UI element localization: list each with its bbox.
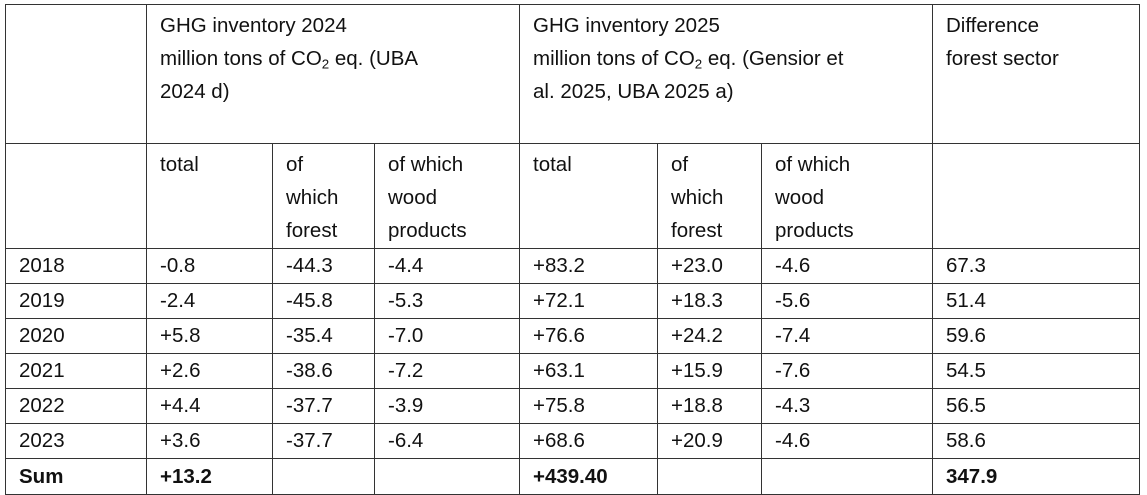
- wood-2024-cell: -5.3: [374, 283, 520, 319]
- sum-label: Sum: [5, 458, 147, 495]
- total-2025-cell: +83.2: [519, 248, 658, 284]
- header-difference-line1: Difference: [946, 14, 1040, 37]
- header-difference-line2: forest sector: [946, 47, 1059, 70]
- subheader-total-2025: total: [519, 143, 658, 249]
- wood-2024-cell: -6.4: [374, 423, 520, 459]
- header-row: GHG inventory 2024 million tons of CO2 e…: [5, 4, 1140, 144]
- header-inventory-2025: GHG inventory 2025 million tons of CO2 e…: [519, 4, 933, 144]
- forest-2025-cell: +24.2: [657, 318, 762, 354]
- forest-2024-cell: -45.8: [272, 283, 375, 319]
- sum-difference: 347.9: [932, 458, 1140, 495]
- wood-2024-cell: -7.0: [374, 318, 520, 354]
- sum-empty-cell: [657, 458, 762, 495]
- forest-2025-cell: +18.3: [657, 283, 762, 319]
- table-row: 2019 -2.4 -45.8 -5.3 +72.1 +18.3 -5.6 51…: [5, 283, 1140, 319]
- year-cell: 2021: [5, 353, 147, 389]
- forest-2025-cell: +15.9: [657, 353, 762, 389]
- total-2024-cell: -0.8: [146, 248, 273, 284]
- forest-2025-cell: +23.0: [657, 248, 762, 284]
- total-2024-cell: +5.8: [146, 318, 273, 354]
- header-2025-line3: al. 2025, UBA 2025 a): [533, 80, 734, 103]
- forest-2024-cell: -37.7: [272, 388, 375, 424]
- forest-2025-cell: +20.9: [657, 423, 762, 459]
- wood-2025-cell: -4.6: [761, 248, 933, 284]
- total-2025-cell: +63.1: [519, 353, 658, 389]
- wood-2024-cell: -3.9: [374, 388, 520, 424]
- subheader-empty-year: [5, 143, 147, 249]
- subheader-wood-2025: of which wood products: [761, 143, 933, 249]
- total-2025-cell: +68.6: [519, 423, 658, 459]
- forest-2024-cell: -44.3: [272, 248, 375, 284]
- subheader-wood-2024: of which wood products: [374, 143, 520, 249]
- subheader-forest-2025: of which forest: [657, 143, 762, 249]
- corner-cell: [5, 4, 147, 144]
- sum-total-2025: +439.40: [519, 458, 658, 495]
- sum-total-2024: +13.2: [146, 458, 273, 495]
- total-2024-cell: +4.4: [146, 388, 273, 424]
- total-2024-cell: +2.6: [146, 353, 273, 389]
- sum-empty-cell: [272, 458, 375, 495]
- wood-2025-cell: -7.4: [761, 318, 933, 354]
- header-2024-line1: GHG inventory 2024: [160, 14, 347, 37]
- sum-empty-cell: [761, 458, 933, 495]
- wood-2025-cell: -7.6: [761, 353, 933, 389]
- difference-cell: 56.5: [932, 388, 1140, 424]
- year-cell: 2018: [5, 248, 147, 284]
- difference-cell: 58.6: [932, 423, 1140, 459]
- table-row: 2023 +3.6 -37.7 -6.4 +68.6 +20.9 -4.6 58…: [5, 423, 1140, 459]
- forest-2024-cell: -37.7: [272, 423, 375, 459]
- ghg-inventory-table: GHG inventory 2024 million tons of CO2 e…: [5, 4, 1140, 495]
- total-2025-cell: +75.8: [519, 388, 658, 424]
- header-2024-line2: million tons of CO2 eq. (UBA: [160, 47, 419, 72]
- total-2025-cell: +76.6: [519, 318, 658, 354]
- table-row: 2022 +4.4 -37.7 -3.9 +75.8 +18.8 -4.3 56…: [5, 388, 1140, 424]
- header-difference: Difference forest sector: [932, 4, 1140, 144]
- wood-2024-cell: -7.2: [374, 353, 520, 389]
- table-row: 2018 -0.8 -44.3 -4.4 +83.2 +23.0 -4.6 67…: [5, 248, 1140, 284]
- difference-cell: 51.4: [932, 283, 1140, 319]
- wood-2025-cell: -5.6: [761, 283, 933, 319]
- year-cell: 2019: [5, 283, 147, 319]
- year-cell: 2020: [5, 318, 147, 354]
- header-2024-line3: 2024 d): [160, 80, 230, 103]
- table-row: 2020 +5.8 -35.4 -7.0 +76.6 +24.2 -7.4 59…: [5, 318, 1140, 354]
- subheader-forest-2024: of which forest: [272, 143, 375, 249]
- header-2025-line2: million tons of CO2 eq. (Gensior et: [533, 47, 844, 72]
- header-inventory-2024: GHG inventory 2024 million tons of CO2 e…: [146, 4, 520, 144]
- subheader-total-2024: total: [146, 143, 273, 249]
- table-row: 2021 +2.6 -38.6 -7.2 +63.1 +15.9 -7.6 54…: [5, 353, 1140, 389]
- header-2025-line1: GHG inventory 2025: [533, 14, 720, 37]
- sum-row: Sum +13.2 +439.40 347.9: [5, 458, 1140, 495]
- difference-cell: 54.5: [932, 353, 1140, 389]
- sum-empty-cell: [374, 458, 520, 495]
- total-2024-cell: -2.4: [146, 283, 273, 319]
- forest-2024-cell: -35.4: [272, 318, 375, 354]
- forest-2025-cell: +18.8: [657, 388, 762, 424]
- wood-2025-cell: -4.6: [761, 423, 933, 459]
- subheader-row: total of which forest of which wood prod…: [5, 143, 1140, 249]
- difference-cell: 67.3: [932, 248, 1140, 284]
- total-2025-cell: +72.1: [519, 283, 658, 319]
- year-cell: 2023: [5, 423, 147, 459]
- difference-cell: 59.6: [932, 318, 1140, 354]
- total-2024-cell: +3.6: [146, 423, 273, 459]
- wood-2025-cell: -4.3: [761, 388, 933, 424]
- subheader-empty-difference: [932, 143, 1140, 249]
- forest-2024-cell: -38.6: [272, 353, 375, 389]
- year-cell: 2022: [5, 388, 147, 424]
- wood-2024-cell: -4.4: [374, 248, 520, 284]
